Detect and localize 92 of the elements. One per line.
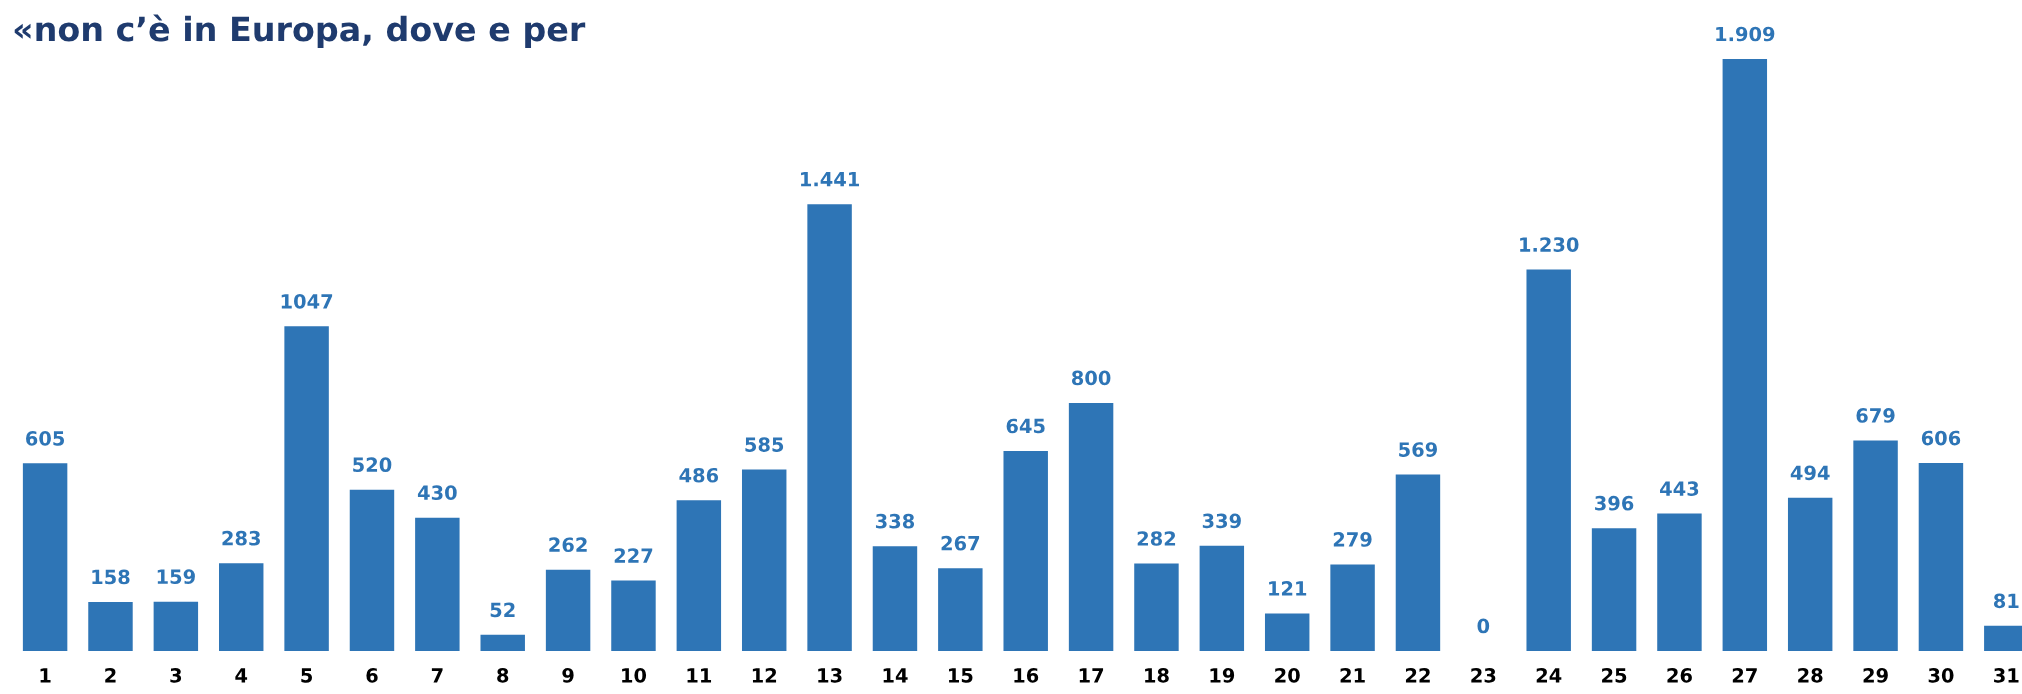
data-label: 338 <box>875 513 915 529</box>
x-tick-label: 13 <box>818 667 842 683</box>
bar <box>807 204 852 651</box>
bar <box>1003 450 1048 651</box>
bar <box>938 568 983 651</box>
bar <box>1068 402 1114 651</box>
bar <box>1591 528 1637 651</box>
data-label: 645 <box>1006 418 1045 434</box>
x-tick-label: 16 <box>1014 668 1039 683</box>
x-tick-label: 2 <box>105 667 116 683</box>
chart-title: «non c’è in Europa, dove e per <box>14 14 586 49</box>
data-label: 486 <box>679 467 719 483</box>
x-tick-label: 17 <box>1079 668 1104 683</box>
data-label: 494 <box>1790 465 1830 481</box>
data-label: 158 <box>92 569 130 585</box>
x-tick-label: 14 <box>883 668 908 683</box>
bar <box>1395 474 1441 651</box>
bar <box>415 517 460 651</box>
x-tick-label: 7 <box>431 668 443 683</box>
x-tick-label: 20 <box>1275 667 1300 683</box>
x-tick-label: 4 <box>235 668 248 683</box>
x-tick-label: 3 <box>170 667 182 683</box>
bar <box>219 563 264 651</box>
x-tick-label: 29 <box>1863 667 1888 683</box>
bar <box>545 569 591 651</box>
data-label: 267 <box>941 535 980 551</box>
data-label: 0 <box>1477 618 1490 634</box>
x-tick-label: 9 <box>562 668 574 683</box>
bar <box>1134 563 1179 651</box>
data-label: 800 <box>1071 370 1111 386</box>
x-tick-label: 8 <box>497 667 509 683</box>
x-tick-label: 18 <box>1145 667 1169 683</box>
x-tick-label: 30 <box>1928 667 1954 683</box>
bar <box>1722 59 1768 651</box>
data-label: 585 <box>745 437 784 452</box>
x-tick-label: 11 <box>687 668 712 683</box>
data-label: 430 <box>417 485 457 500</box>
data-label: 606 <box>1921 430 1961 446</box>
bar <box>872 546 918 651</box>
x-tick-label: 23 <box>1471 667 1496 683</box>
bar <box>1853 440 1898 651</box>
data-label: 262 <box>549 537 587 553</box>
data-label: 283 <box>222 530 260 546</box>
bar <box>480 634 525 651</box>
bar <box>284 326 329 651</box>
data-label: 81 <box>1993 593 2019 609</box>
x-tick-label: 6 <box>366 668 378 683</box>
bar <box>1330 564 1375 651</box>
bar <box>1657 513 1702 651</box>
bar <box>1526 269 1571 651</box>
bar <box>1918 463 1964 651</box>
bar <box>1264 613 1310 651</box>
data-label: 443 <box>1660 481 1699 496</box>
bar <box>741 469 787 651</box>
x-tick-label: 28 <box>1798 667 1823 683</box>
x-tick-label: 12 <box>752 667 777 683</box>
data-label: 679 <box>1856 408 1895 423</box>
data-label: 52 <box>490 602 515 618</box>
data-label: 227 <box>614 548 653 563</box>
data-label: 1047 <box>281 293 333 309</box>
x-tick-label: 27 <box>1732 667 1757 683</box>
x-tick-label: 25 <box>1602 667 1627 683</box>
data-label: 339 <box>1202 513 1241 529</box>
bar <box>153 601 199 651</box>
x-tick-label: 26 <box>1667 667 1692 683</box>
data-label: 159 <box>157 569 195 585</box>
x-tick-label: 31 <box>1994 667 2019 683</box>
x-tick-label: 19 <box>1210 668 1235 683</box>
data-label: 279 <box>1333 532 1372 547</box>
x-tick-label: 5 <box>301 668 313 683</box>
data-label: 282 <box>1137 531 1176 546</box>
bar <box>676 500 722 651</box>
x-tick-label: 24 <box>1536 667 1562 683</box>
x-tick-label: 22 <box>1405 667 1430 683</box>
x-tick-label: 1 <box>40 668 51 683</box>
data-label: 1.909 <box>1716 26 1775 42</box>
bar <box>1199 545 1245 651</box>
bar <box>611 580 656 651</box>
x-tick-label: 21 <box>1340 667 1365 683</box>
bar <box>349 489 395 651</box>
data-label: 520 <box>353 457 392 473</box>
data-label: 569 <box>1399 442 1437 457</box>
x-tick-label: 10 <box>622 667 647 683</box>
bar <box>1787 497 1833 651</box>
bar <box>22 463 68 651</box>
data-label: 1.441 <box>801 172 860 187</box>
data-label: 605 <box>26 431 65 446</box>
data-label: 396 <box>1595 495 1634 511</box>
data-label: 1.230 <box>1520 237 1579 252</box>
data-label: 121 <box>1269 581 1307 596</box>
bar <box>88 601 133 651</box>
x-tick-label: 15 <box>949 668 973 683</box>
